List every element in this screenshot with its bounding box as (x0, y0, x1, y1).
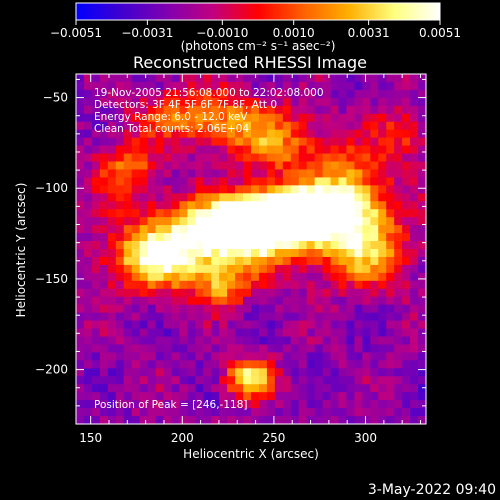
x-axis-label: Heliocentric X (arcsec) (183, 447, 319, 461)
annotation-clean: Clean Total counts: 2.06E+04 (94, 123, 249, 135)
peak-position-label: Position of Peak = [246,-118] (94, 399, 248, 411)
colorbar-ticks: −0.0051 −0.0031 −0.0010 0.0010 0.0031 0.0051 (50, 20, 461, 40)
annotation-time: 19-Nov-2005 21:56:08.000 to 22:02:08.000 (94, 87, 324, 99)
axis-ticks: 150 200 250 300 −50 −100 −150 −200 (35, 74, 426, 445)
colorbar (75, 2, 441, 21)
colorbar-tick-label: −0.0031 (121, 26, 173, 40)
annotation-block: 19-Nov-2005 21:56:08.000 to 22:02:08.000… (94, 87, 324, 135)
annotation-energy: Energy Range: 6.0 - 12.0 keV (94, 111, 248, 123)
colorbar-tick-label: −0.0010 (196, 26, 248, 40)
timestamp: 3-May-2022 09:40 (367, 482, 496, 498)
y-axis-label: Heliocentric Y (arcsec) (14, 183, 28, 318)
y-tick-label: −50 (43, 91, 68, 105)
y-tick-label: −200 (35, 363, 68, 377)
y-tick-label: −100 (35, 181, 68, 195)
plot-frame (75, 73, 427, 425)
x-tick-label: 250 (262, 431, 285, 445)
annotation-detectors: Detectors: 3F 4F 5F 6F 7F 8F, Att 0 (94, 99, 277, 111)
colorbar-tick-label: 0.0010 (273, 26, 315, 40)
y-tick-label: −150 (35, 272, 68, 286)
colorbar-tick-label: 0.0031 (348, 26, 390, 40)
colorbar-tick-label: −0.0051 (50, 26, 102, 40)
x-tick-label: 300 (354, 431, 377, 445)
chart-title: Reconstructed RHESSI Image (133, 53, 367, 72)
colorbar-label: (photons cm⁻² s⁻¹ asec⁻²) (181, 39, 336, 53)
x-tick-label: 200 (171, 431, 194, 445)
heatmap-image (76, 74, 427, 425)
colorbar-tick-label: 0.0051 (419, 26, 461, 40)
x-tick-label: 150 (79, 431, 102, 445)
